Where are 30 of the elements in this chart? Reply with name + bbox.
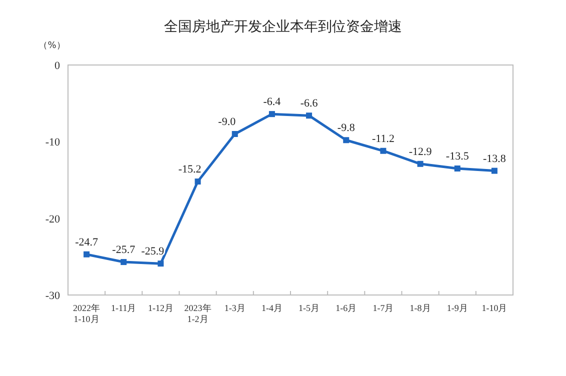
- ylabel: （%）: [38, 41, 66, 51]
- data-label: -13.8: [483, 152, 506, 165]
- xtick: 2023年 1-2月: [184, 303, 212, 324]
- xtick: 1-4月: [261, 303, 282, 313]
- data-label: -12.9: [408, 146, 432, 158]
- xtick: 1-5月: [298, 303, 320, 313]
- data-label: -25.7: [112, 244, 136, 256]
- data-label: -6.6: [300, 98, 318, 110]
- data-label: -9.8: [337, 122, 355, 134]
- xtick: 1-7月: [372, 303, 394, 313]
- data-label: -9.0: [218, 116, 236, 128]
- ytick: -10: [45, 136, 60, 149]
- xtick: 1-9月: [446, 303, 468, 313]
- xtick: 1-10月: [482, 303, 508, 313]
- data-label: -24.7: [75, 236, 98, 248]
- title: 全国房地产开发企业本年到位资金增速: [164, 19, 402, 35]
- data-label: -13.5: [446, 150, 469, 162]
- xtick: 1-3月: [224, 303, 246, 313]
- xtick: 1-8月: [410, 303, 431, 313]
- ytick: -20: [45, 213, 60, 226]
- data-label: -6.4: [263, 96, 281, 108]
- data-label: -25.9: [141, 246, 164, 258]
- xtick: 1-12月: [148, 303, 174, 313]
- ytick: -30: [45, 290, 60, 302]
- data-label: -15.2: [178, 164, 202, 176]
- ytick: 0: [54, 60, 60, 72]
- xtick: 1-6月: [336, 303, 357, 313]
- xtick: 2022年 1-10月: [73, 303, 100, 324]
- data-label: -11.2: [372, 132, 394, 145]
- xtick: 1-11月: [111, 303, 136, 313]
